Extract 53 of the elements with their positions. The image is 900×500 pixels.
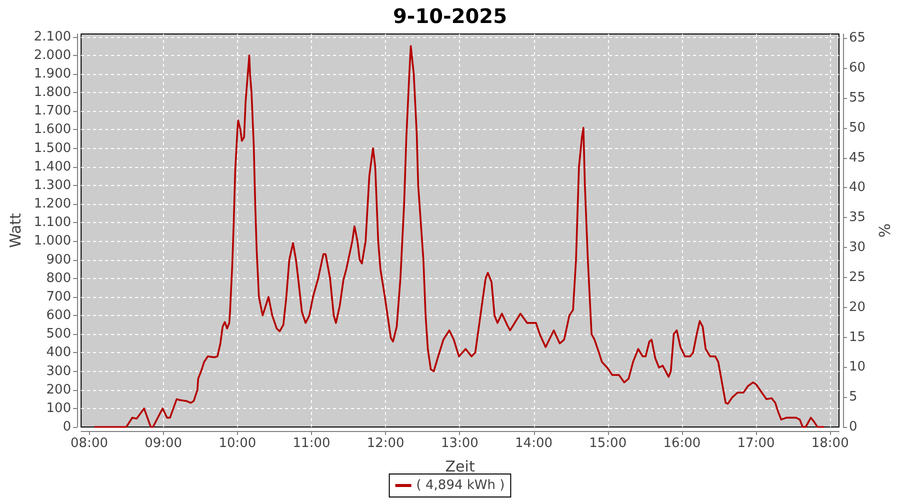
y-tick-label: 2.000	[34, 48, 72, 63]
y-tick-label: 1.800	[34, 85, 72, 100]
y2-tick-label: 5	[849, 390, 858, 405]
y-axis-title: Watt	[6, 212, 24, 248]
y2-tick-label: 65	[849, 30, 866, 46]
y-tick-label: 1.200	[34, 196, 72, 212]
y2-tick-label: 15	[849, 330, 866, 345]
y-tick-label: 900	[46, 252, 72, 268]
y-tick-label: 700	[46, 289, 72, 304]
y-tick-label: 1.900	[34, 66, 72, 82]
x-tick-label: 10:00	[218, 436, 256, 451]
y-tick-label: 100	[46, 400, 72, 416]
y2-tick-label: 10	[849, 360, 866, 375]
y-tick-label: 400	[46, 345, 72, 360]
x-tick-label: 08:00	[70, 436, 108, 451]
x-tick-label: 12:00	[366, 436, 404, 451]
chart-title: 9-10-2025	[392, 4, 508, 28]
y2-tick-label: 40	[849, 180, 866, 196]
y2-tick-label: 0	[849, 420, 858, 434]
y2-tick-label: 25	[849, 270, 866, 285]
y-tick-label: 800	[46, 270, 72, 286]
y2-tick-label: 45	[849, 150, 866, 166]
y-tick-label: 500	[46, 326, 72, 342]
y2-tick-label: 30	[849, 240, 866, 256]
y-tick-label: 200	[46, 382, 72, 398]
y-tick-label: 1.400	[34, 159, 72, 174]
x-tick-label: 16:00	[663, 436, 701, 451]
y-tick-label: 1.600	[34, 122, 72, 138]
y2-tick-label: 55	[849, 90, 866, 106]
y-tick-label: 1.000	[34, 234, 72, 249]
y2-tick-label: 35	[849, 210, 866, 226]
x-tick-label: 13:00	[440, 436, 478, 451]
x-tick-label: 09:00	[144, 436, 182, 451]
x-tick-label: 18:00	[811, 436, 849, 451]
x-tick-label: 11:00	[292, 436, 330, 451]
x-axis-title: Zeit	[445, 458, 475, 476]
line-series	[94, 45, 826, 428]
y2-tick-label: 60	[849, 60, 866, 76]
y2-tick-label: 20	[849, 300, 866, 315]
y2-axis-title: %	[874, 223, 893, 238]
y-tick-label: 1.300	[34, 178, 72, 193]
x-tick-label: 14:00	[515, 436, 553, 451]
y-tick-label: 1.500	[34, 140, 72, 156]
y-tick-label: 2.100	[34, 29, 72, 44]
y-tick-label: 1.700	[34, 104, 72, 119]
x-tick-label: 15:00	[589, 436, 627, 451]
legend-label: ( 4,894 kWh )	[416, 478, 505, 493]
y-tick-label: 600	[46, 308, 72, 324]
y-tick-label: 1.100	[34, 215, 72, 230]
y-tick-label: 0	[62, 420, 72, 434]
y2-tick-label: 50	[849, 120, 866, 136]
x-tick-label: 17:00	[737, 436, 775, 451]
y-tick-label: 300	[46, 364, 72, 379]
